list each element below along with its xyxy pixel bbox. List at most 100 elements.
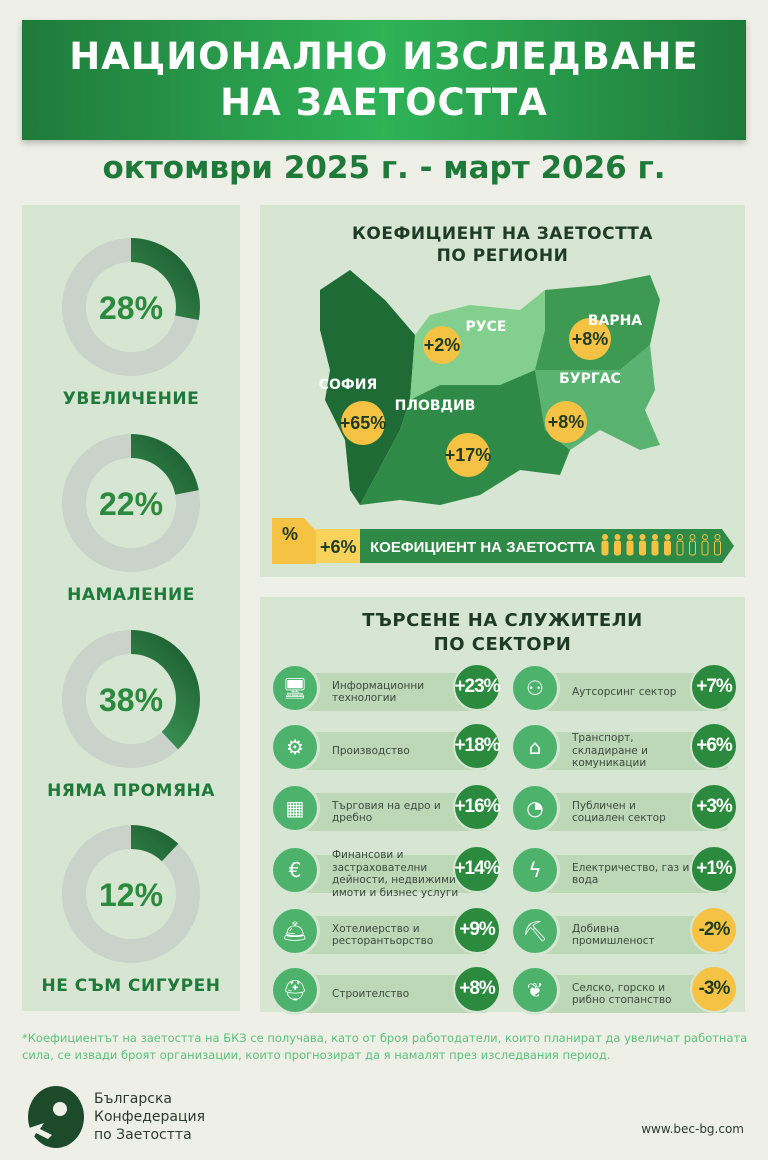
region-sofia — [320, 270, 415, 505]
sector-label: Електричество, газ и вода — [572, 861, 690, 887]
pickaxe-icon: ⛏ — [510, 906, 560, 956]
sector-value-badge: +6% — [690, 722, 738, 770]
sector-value-badge: +18% — [453, 722, 501, 770]
sector-label: Производство — [332, 744, 410, 757]
donut-chart: 12% — [62, 825, 200, 963]
region-value: +8% — [572, 329, 609, 349]
sector-value-badge: +3% — [690, 783, 738, 831]
donut-value-arc — [62, 238, 200, 376]
person-filled-icon — [614, 534, 621, 556]
sector-row: ⌂ Транспорт, складиране и комуникации +6… — [510, 722, 738, 774]
region-value: +17% — [445, 445, 492, 465]
sector-label: Информационни технологии — [332, 679, 425, 705]
sector-row: 🖥 Информационни технологии +23% — [270, 663, 501, 715]
sector-row: ◔ Публичен и социален сектор +3% — [510, 783, 738, 835]
regions-panel: КОЕФИЦИЕНТ НА ЗАЕТОСТТА ПО РЕГИОНИ +65% С… — [260, 205, 745, 577]
people-icons — [601, 534, 721, 556]
donut-chart: 28% — [62, 238, 200, 376]
region-badge — [545, 401, 587, 443]
org-line-1: Българска — [94, 1091, 172, 1107]
sector-value-badge: +9% — [453, 906, 501, 954]
sector-value-badge: +16% — [453, 783, 501, 831]
sector-label: Публичен и социален сектор — [572, 799, 666, 825]
sector-row: ⚙ Производство +18% — [270, 722, 501, 774]
expectation-item: 28% УВЕЛИЧЕНИЕ — [22, 237, 240, 409]
sector-label: Добивна промишленост — [572, 922, 655, 948]
person-outline-icon — [676, 534, 684, 556]
donut-value-arc — [62, 434, 200, 572]
sector-value-badge: +7% — [690, 663, 738, 711]
org-name: Българска Конфедерация по Заетостта — [94, 1090, 205, 1144]
lightning-icon: ϟ — [510, 845, 560, 895]
region-badge — [446, 433, 490, 477]
expectation-label: НАМАЛЕНИЕ — [67, 585, 195, 605]
donut-value-arc — [62, 630, 200, 768]
monitor-icon: 🖥 — [270, 663, 320, 713]
region-value: +2% — [424, 335, 461, 355]
region-ruse — [410, 290, 545, 400]
gear-conveyor-icon: ⚙ — [270, 722, 320, 772]
title-line-1: НАЦИОНАЛНО ИЗСЛЕДВАНЕ — [69, 35, 699, 78]
euro-coins-icon: € — [270, 845, 320, 895]
sector-row: ▦ Търговия на едро и дребно +16% — [270, 783, 501, 835]
outsourcing-icon: ⚇ — [510, 663, 560, 713]
sector-row: ❦ Селско, горско и рибно стопанство -3% — [510, 965, 738, 1017]
sector-label: Транспорт, складиране и комуникации — [572, 732, 648, 770]
sector-row: ⛑ Строителство +8% — [270, 965, 501, 1017]
legend-value-box — [316, 529, 360, 563]
region-name: БУРГАС — [559, 371, 621, 387]
footnote: *Коефициентът на заетостта на БКЗ се пол… — [22, 1031, 748, 1062]
title-banner: НАЦИОНАЛНО ИЗСЛЕДВАНЕ НА ЗАЕТОСТТА — [22, 20, 746, 140]
sector-value-badge: +14% — [453, 845, 501, 893]
cloche-icon: 🛎 — [270, 906, 320, 956]
person-outline-icon — [689, 534, 696, 556]
sector-label: Аутсорсинг сектор — [572, 685, 677, 698]
person-filled-icon — [601, 534, 609, 556]
donut-chart: 22% — [62, 434, 200, 572]
sector-value-badge: -2% — [690, 906, 738, 954]
sector-row: ⛏ Добивна промишленост -2% — [510, 906, 738, 958]
sector-row: ϟ Електричество, газ и вода +1% — [510, 845, 738, 897]
sectors-title: ТЪРСЕНЕ НА СЛУЖИТЕЛИ ПО СЕКТОРИ — [260, 609, 745, 657]
donut-value: 38% — [99, 682, 163, 718]
legend-percent-tab — [272, 518, 316, 564]
region-name: СОФИЯ — [319, 377, 378, 393]
donut-value: 28% — [99, 290, 163, 326]
title-line-2: НА ЗАЕТОСТТА — [220, 81, 548, 124]
donut-value: 22% — [99, 486, 163, 522]
sectors-panel: ТЪРСЕНЕ НА СЛУЖИТЕЛИ ПО СЕКТОРИ 🖥 Информ… — [260, 597, 745, 1015]
org-line-2: Конфедерация — [94, 1109, 206, 1125]
sector-row: ⚇ Аутсорсинг сектор +7% — [510, 663, 738, 715]
bulgaria-map: +65%СОФИЯ+2%РУСЕ+8%ВАРНА+8%БУРГАС+17%ПЛО… — [272, 270, 734, 564]
warehouse-icon: ⌂ — [510, 722, 560, 772]
sector-value-badge: +23% — [453, 663, 501, 711]
website-link[interactable]: www.bec-bg.com — [641, 1122, 744, 1136]
org-line-3: по Заетостта — [94, 1127, 192, 1143]
expectations-panel: 28% УВЕЛИЧЕНИЕ 22% НАМАЛЕНИЕ 38% НЯМА ПР… — [22, 205, 240, 1011]
expectation-item: 38% НЯМА ПРОМЯНА — [22, 629, 240, 801]
region-value: +65% — [340, 413, 387, 433]
sector-row: 🛎 Хотелиерство и ресторантьорство +9% — [270, 906, 501, 958]
sector-label: Селско, горско и рибно стопанство — [572, 981, 672, 1007]
regions-title-line-1: КОЕФИЦИЕНТ НА ЗАЕТОСТТА — [352, 224, 653, 244]
sector-value-badge: +8% — [453, 965, 501, 1013]
donut-value: 12% — [99, 877, 163, 913]
legend-value: +6% — [320, 537, 357, 557]
region-badge — [423, 326, 461, 364]
pie-icon: ◔ — [510, 783, 560, 833]
survey-period: октомври 2025 г. - март 2026 г. — [102, 150, 666, 186]
person-filled-icon — [651, 534, 659, 556]
person-outline-icon — [714, 534, 721, 556]
sector-label: Финансови и застрахователни дейности, не… — [332, 849, 459, 899]
sectors-title-line-1: ТЪРСЕНЕ НА СЛУЖИТЕЛИ — [362, 610, 643, 631]
sector-label: Строителство — [332, 987, 410, 1000]
expectation-item: 12% НЕ СЪМ СИГУРЕН — [22, 824, 240, 996]
person-filled-icon — [639, 534, 646, 556]
hard-hat-icon: ⛑ — [270, 965, 320, 1015]
region-name: ПЛОВДИВ — [395, 398, 476, 414]
donut-chart: 38% — [62, 630, 200, 768]
sprout-icon: ❦ — [510, 965, 560, 1015]
pallet-truck-icon: ▦ — [270, 783, 320, 833]
expectation-label: НЯМА ПРОМЯНА — [47, 781, 215, 801]
person-filled-icon — [626, 534, 634, 556]
